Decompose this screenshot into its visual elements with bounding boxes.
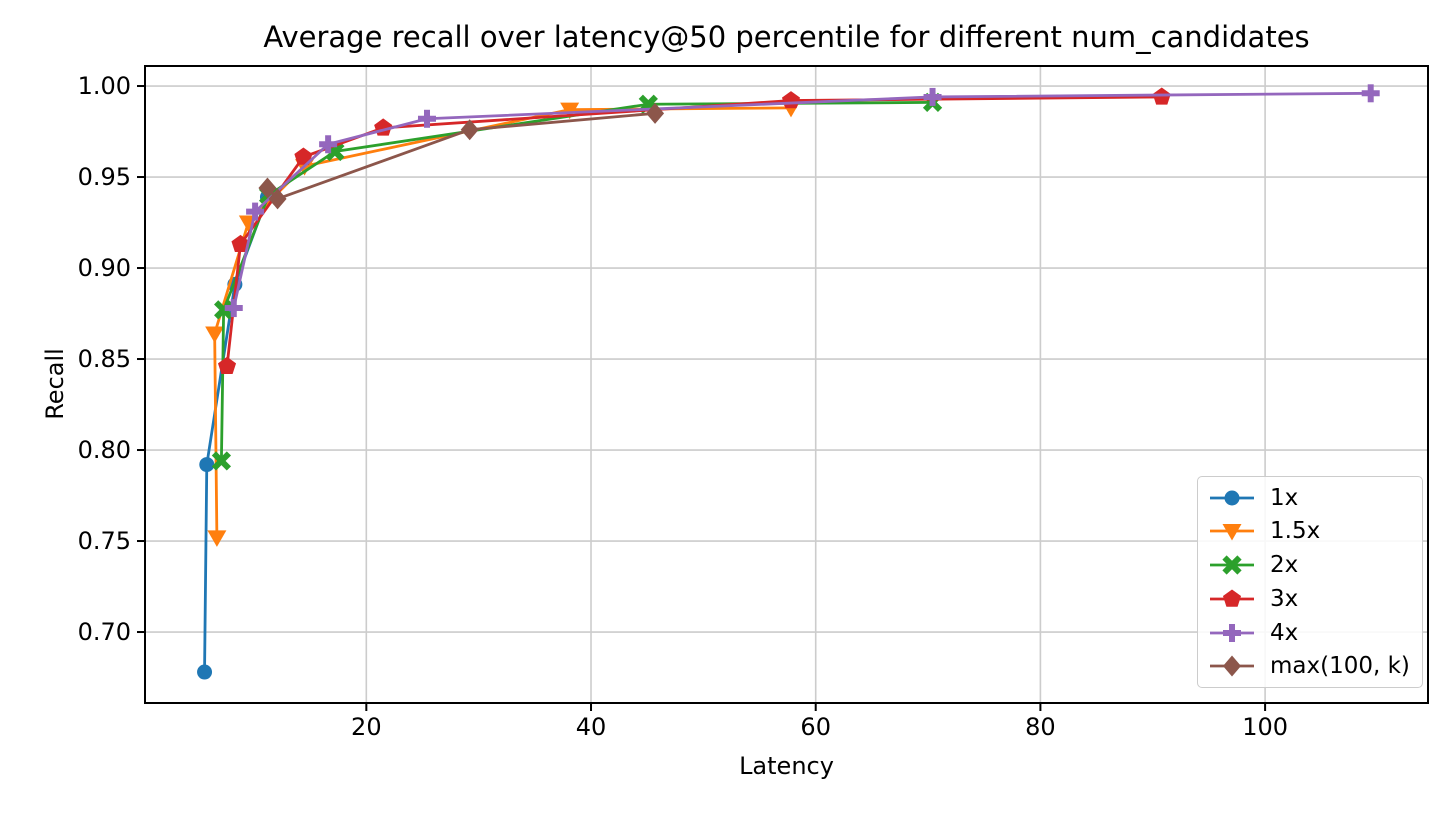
triangle-down-marker <box>207 530 227 547</box>
plus-filled-marker <box>224 299 243 318</box>
plus-filled-marker <box>246 202 265 221</box>
legend-label: 3x <box>1270 585 1299 612</box>
series-layer <box>197 84 1380 680</box>
triangle-down-marker <box>205 326 225 344</box>
circle-marker <box>199 457 215 473</box>
triangle-down-marker <box>560 102 580 120</box>
legend-item-1.5x: 1.5x <box>1208 516 1422 546</box>
plus-filled-marker-legend <box>1223 623 1241 642</box>
legend-marker-sample <box>1210 524 1254 541</box>
plot-border <box>144 65 1429 704</box>
x-filled-marker-legend <box>1222 555 1242 575</box>
plus-filled-marker <box>417 109 436 128</box>
diamond-marker <box>460 119 479 141</box>
series-3x <box>217 87 1171 374</box>
pentagon-marker <box>781 91 801 109</box>
legend-label: 1.5x <box>1270 518 1321 545</box>
legend-marker-sample <box>1210 555 1254 575</box>
pentagon-marker-legend <box>1222 589 1242 607</box>
circle-marker <box>197 664 213 680</box>
diamond-marker <box>268 188 287 210</box>
y-tick-label-0.85: 0.85 <box>78 345 131 373</box>
legend-marker-sample <box>1210 490 1254 506</box>
legend-marker-sample <box>1210 623 1254 642</box>
x-tick-label-60: 60 <box>800 713 831 741</box>
series-4x <box>224 84 1380 318</box>
legend-marker-sample <box>1210 655 1254 677</box>
y-tick-label-0.95: 0.95 <box>78 163 131 191</box>
legend-label: 1x <box>1270 484 1299 511</box>
series-line-5 <box>232 91 1373 310</box>
x-filled-marker <box>214 300 234 320</box>
triangle-down-marker-legend <box>1222 524 1242 541</box>
legend-item-2x: 2x <box>1208 550 1422 580</box>
diamond-marker-legend <box>1223 655 1241 677</box>
y-tick-label-0.70: 0.70 <box>78 618 131 646</box>
series-line-4 <box>225 95 1164 368</box>
y-tick-label-0.80: 0.80 <box>78 436 131 464</box>
pentagon-marker <box>217 356 237 374</box>
y-tick-label-1.00: 1.00 <box>78 72 131 100</box>
diamond-marker <box>258 177 277 199</box>
diamond-marker <box>646 102 665 124</box>
y-tick-label-0.90: 0.90 <box>78 254 131 282</box>
legend-item-max-100-k-: max(100, k) <box>1208 651 1422 681</box>
x-tick-label-80: 80 <box>1025 713 1056 741</box>
legend-label: 2x <box>1270 552 1299 579</box>
legend-item-1x: 1x <box>1208 483 1422 513</box>
chart-title: Average recall over latency@50 percentil… <box>263 20 1310 54</box>
grid-layer <box>145 66 1428 703</box>
legend: 1x 1.5x 2x 3x 4x max(100, k) <box>1197 476 1423 688</box>
x-tick-label-100: 100 <box>1242 713 1288 741</box>
legend-item-4x: 4x <box>1208 618 1422 648</box>
circle-marker-legend <box>1224 490 1240 506</box>
plus-filled-marker <box>319 135 338 154</box>
series-max-100-k- <box>258 102 665 210</box>
series-line-3 <box>219 101 934 463</box>
x-tick-label-40: 40 <box>576 713 607 741</box>
x-filled-marker <box>211 451 232 471</box>
pentagon-marker <box>231 234 250 253</box>
plus-filled-marker <box>923 87 942 106</box>
y-tick-label-0.75: 0.75 <box>78 527 131 555</box>
legend-marker-sample <box>1210 589 1254 607</box>
x-axis-label: Latency <box>739 752 834 780</box>
plus-filled-marker <box>1361 84 1380 103</box>
legend-item-3x: 3x <box>1208 584 1422 614</box>
tick-layer: 20 40 60 80 100 0.70 0.75 0.80 0.85 0.90 0.95 1.00 <box>78 72 1288 741</box>
legend-label: 4x <box>1270 619 1299 646</box>
pentagon-marker <box>294 147 313 165</box>
legend-label: max(100, k) <box>1270 653 1410 680</box>
x-tick-label-20: 20 <box>351 713 382 741</box>
series-line-6 <box>266 111 657 201</box>
y-axis-label: Recall <box>41 348 69 420</box>
